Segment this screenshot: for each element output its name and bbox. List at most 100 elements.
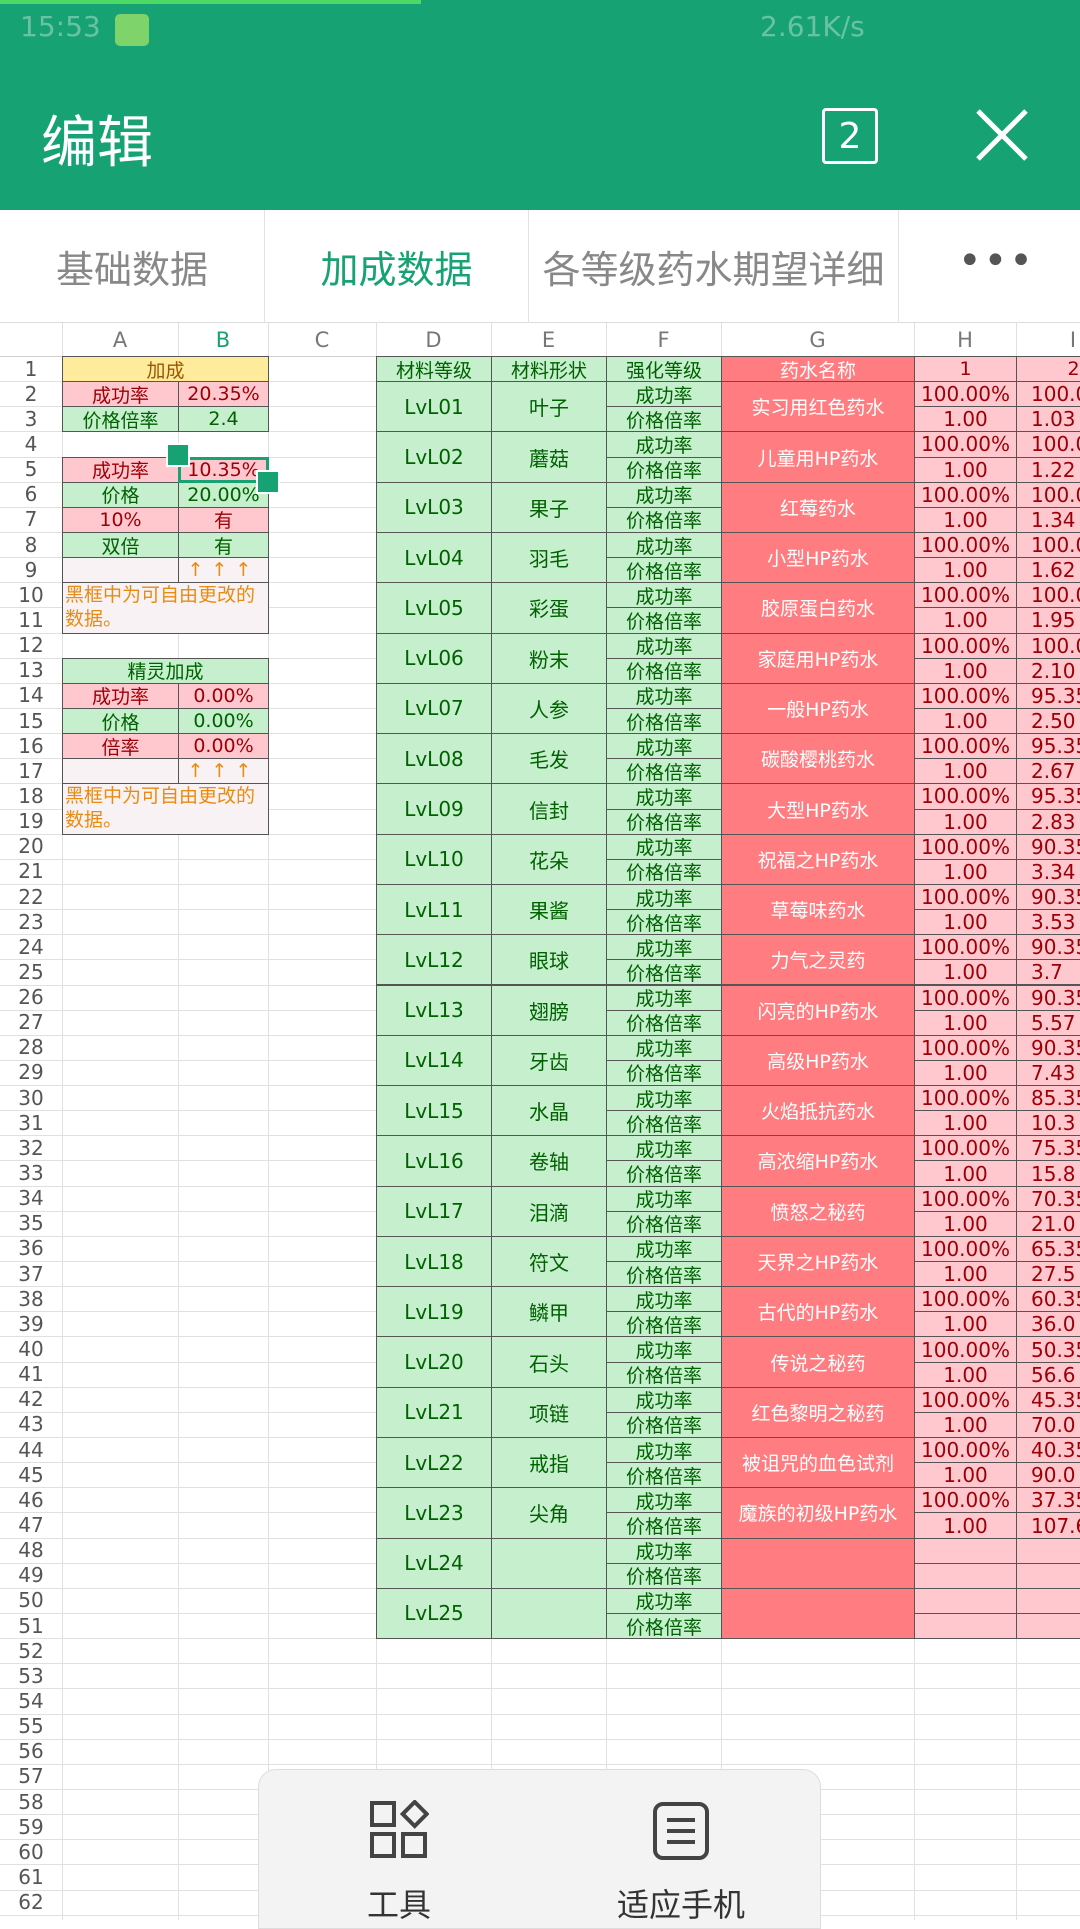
- row-number: 9: [24, 557, 38, 582]
- cell: [1016, 1587, 1080, 1614]
- cell: 泪滴: [491, 1185, 607, 1237]
- tab-bar: [0, 210, 1080, 323]
- cell: LvL05: [376, 582, 492, 634]
- cell: 100.00%: [914, 1085, 1017, 1112]
- cell: 100.00%: [914, 1336, 1017, 1363]
- cell: 100.00%: [914, 883, 1017, 911]
- cell: 1.00: [914, 1110, 1017, 1137]
- row-number: 15: [18, 708, 44, 733]
- cell: [491, 1537, 607, 1589]
- cell: LvL06: [376, 632, 492, 684]
- cell: 成功率: [606, 431, 722, 458]
- cell: 花朵: [491, 833, 607, 885]
- row-number: 28: [18, 1035, 44, 1060]
- cell: 价格倍率: [606, 858, 722, 885]
- row-number: 40: [18, 1337, 44, 1362]
- selection-handle[interactable]: [256, 469, 280, 494]
- cell: 1.00: [914, 909, 1017, 936]
- cell: 3.34: [1016, 858, 1080, 885]
- row-number: 54: [18, 1688, 44, 1713]
- cell: 100.00%: [914, 682, 1017, 709]
- cell: [491, 1587, 607, 1640]
- cell: 1.00: [914, 808, 1017, 835]
- tab[interactable]: 各等级药水期望详细: [529, 210, 899, 323]
- cell: 黑框中为可自由更改的数据。: [62, 582, 269, 634]
- row-number: 21: [18, 859, 44, 884]
- more-tabs[interactable]: •••: [958, 238, 1035, 284]
- cell: 愤怒之秘药: [721, 1185, 915, 1237]
- cell: [721, 1587, 915, 1640]
- cell: 价格倍率: [606, 758, 722, 785]
- cell: 强化等级: [606, 356, 722, 383]
- row-number: 31: [18, 1110, 44, 1135]
- cell: 黑框中为可自由更改的数据。: [62, 783, 269, 835]
- cell: 2.10: [1016, 657, 1080, 684]
- cell: 价格倍率: [606, 1210, 722, 1237]
- cell: 37.35: [1016, 1487, 1080, 1514]
- cell: 95.35: [1016, 733, 1080, 760]
- cell: LvL20: [376, 1336, 492, 1388]
- window-switch[interactable]: 2: [822, 108, 878, 164]
- cell: 100.00%: [914, 934, 1017, 961]
- row-number: 56: [18, 1739, 44, 1764]
- cell: 戒指: [491, 1437, 607, 1489]
- cell: 成功率: [606, 1085, 722, 1112]
- cell: 7.43: [1016, 1059, 1080, 1087]
- cell: 价格倍率: [606, 1512, 722, 1539]
- cell: 100.00%: [914, 632, 1017, 659]
- cell: 3.7: [1016, 959, 1080, 986]
- cell: [914, 1537, 1017, 1564]
- row-number: 41: [18, 1362, 44, 1387]
- bottom-toolbar: 工具 适应手机: [258, 1769, 821, 1929]
- cell: 价格倍率: [606, 1009, 722, 1036]
- cell: 倍率: [62, 733, 179, 760]
- cell: 0.00%: [178, 733, 269, 760]
- fit-label[interactable]: 适应手机: [616, 1886, 745, 1924]
- cell: 1.00: [914, 1361, 1017, 1388]
- row-number: 59: [18, 1814, 44, 1839]
- cell: 翅膀: [491, 984, 607, 1036]
- cell: 闪亮的HP药水: [721, 984, 915, 1036]
- cell: 100.00%: [914, 1135, 1017, 1162]
- battery-icon: [115, 14, 149, 46]
- selection-handle[interactable]: [166, 442, 190, 467]
- cell: LvL23: [376, 1487, 492, 1539]
- cell: 100.00%: [914, 1437, 1017, 1464]
- row-number: 18: [18, 783, 44, 808]
- column-header: D: [425, 327, 442, 352]
- cell: 90.0: [1016, 1462, 1080, 1489]
- row-number: 2: [24, 381, 38, 406]
- cell: 价格倍率: [606, 808, 722, 835]
- tab[interactable]: 加成数据: [265, 210, 529, 323]
- cell: LvL13: [376, 984, 492, 1036]
- cell: 0.00%: [178, 682, 269, 709]
- cell: 水晶: [491, 1085, 607, 1137]
- grid-line: [0, 1663, 1080, 1665]
- tools-label[interactable]: 工具: [366, 1886, 431, 1924]
- cell: 成功率: [606, 1034, 722, 1061]
- row-number: 36: [18, 1236, 44, 1261]
- tab[interactable]: 基础数据: [0, 210, 265, 323]
- cell: [1016, 1562, 1080, 1589]
- cell: 双倍: [62, 531, 179, 559]
- row-number: 8: [24, 532, 38, 557]
- cell: 成功率: [62, 381, 179, 408]
- cell: 1.03: [1016, 406, 1080, 433]
- cell: LvL03: [376, 481, 492, 533]
- cell: 成功率: [606, 531, 722, 559]
- cell: 10.3: [1016, 1110, 1080, 1137]
- cell: 成功率: [606, 733, 722, 760]
- cell: [62, 557, 179, 584]
- row-number: 13: [18, 658, 44, 683]
- cell: 价格倍率: [606, 406, 722, 433]
- row-number: 27: [18, 1010, 44, 1035]
- cell: 价格倍率: [606, 456, 722, 483]
- close-button[interactable]: [975, 108, 1029, 162]
- cell: 成功率: [606, 1537, 722, 1564]
- cell: 3.53: [1016, 909, 1080, 936]
- cell: 90.35: [1016, 934, 1080, 961]
- cell: 2: [1016, 356, 1080, 383]
- cell: LvL10: [376, 833, 492, 885]
- row-number: 46: [18, 1487, 44, 1512]
